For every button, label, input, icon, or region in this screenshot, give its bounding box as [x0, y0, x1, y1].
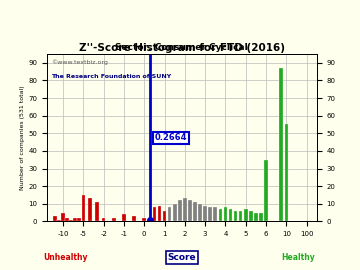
Bar — [203, 205, 207, 221]
Bar — [249, 211, 253, 221]
Bar — [229, 209, 232, 221]
Text: Sector: Consumer Cyclical: Sector: Consumer Cyclical — [116, 43, 248, 52]
Bar — [264, 160, 268, 221]
Bar — [168, 207, 171, 221]
Bar — [148, 220, 151, 221]
Bar — [69, 220, 73, 221]
Bar — [102, 218, 105, 221]
Bar — [173, 204, 176, 221]
Text: Unhealthy: Unhealthy — [44, 253, 88, 262]
Bar — [254, 212, 258, 221]
Bar — [193, 202, 197, 221]
Bar — [239, 211, 243, 221]
Bar — [65, 218, 69, 221]
Bar — [153, 207, 156, 221]
Bar — [163, 211, 166, 221]
Bar — [158, 205, 161, 221]
Bar — [279, 68, 283, 221]
Bar — [73, 218, 77, 221]
Bar — [285, 124, 288, 221]
Bar — [213, 207, 217, 221]
Bar — [81, 195, 85, 221]
Bar — [259, 212, 263, 221]
Bar — [234, 211, 238, 221]
Bar — [183, 198, 187, 221]
Text: Healthy: Healthy — [281, 253, 315, 262]
Bar — [53, 216, 57, 221]
Bar — [61, 212, 65, 221]
Text: ©www.textbiz.org: ©www.textbiz.org — [51, 59, 108, 65]
Bar — [57, 220, 61, 221]
Bar — [219, 209, 222, 221]
Bar — [224, 207, 227, 221]
Bar — [122, 214, 126, 221]
Bar — [77, 218, 81, 221]
Title: Z''-Score Histogram for FTD (2016): Z''-Score Histogram for FTD (2016) — [79, 43, 285, 53]
Bar — [198, 204, 202, 221]
Bar — [178, 200, 181, 221]
Bar — [95, 202, 99, 221]
Bar — [244, 209, 248, 221]
Bar — [143, 218, 146, 221]
Bar — [112, 218, 116, 221]
Bar — [88, 198, 92, 221]
Bar — [188, 200, 192, 221]
Text: The Research Foundation of SUNY: The Research Foundation of SUNY — [51, 74, 171, 79]
Bar — [132, 216, 136, 221]
Bar — [208, 207, 212, 221]
Text: Score: Score — [167, 253, 196, 262]
Text: 0.2664: 0.2664 — [155, 133, 187, 142]
Y-axis label: Number of companies (531 total): Number of companies (531 total) — [20, 85, 25, 190]
